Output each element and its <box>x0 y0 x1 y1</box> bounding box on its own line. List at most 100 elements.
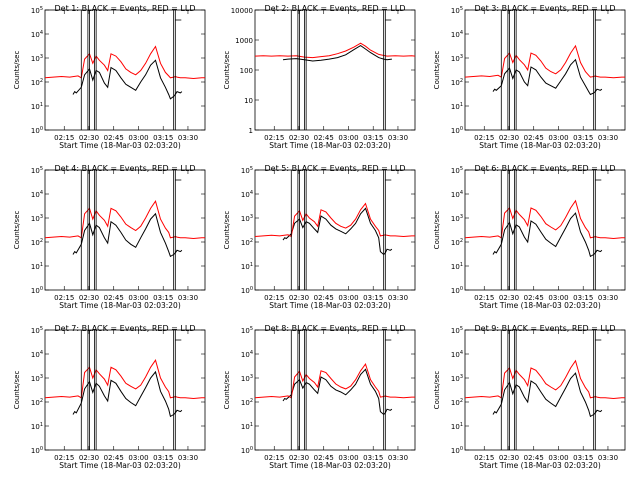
x-tick-label: 03:00 <box>338 134 358 142</box>
x-tick-label: 02:30 <box>289 134 309 142</box>
y-tick-label: 102 <box>451 398 463 407</box>
x-tick-label: 03:00 <box>338 454 358 462</box>
x-tick-label: 02:45 <box>314 294 334 302</box>
panel-det-2: 1 10 100 1000 10000 02:15 02:30 02:45 03:00 03:15… <box>223 4 416 150</box>
y-tick-label: 102 <box>31 78 43 87</box>
x-tick-label: 03:15 <box>363 294 383 302</box>
y-tick-label: 101 <box>31 262 43 271</box>
x-axis-label: Start Time (18-Mar-03 02:03:20) <box>59 141 181 150</box>
panel-title: Det 5: BLACK = Events, RED = LLD <box>265 164 406 173</box>
y-tick-label: 104 <box>451 190 463 199</box>
y-axis-label: Counts/sec <box>433 51 441 90</box>
panel-title: Det 3: BLACK = Events, RED = LLD <box>475 4 616 13</box>
y-tick-label: 105 <box>31 6 43 15</box>
series-lld <box>464 199 625 240</box>
y-tick-label: 104 <box>241 350 253 359</box>
panel-title: Det 1: BLACK = Events, RED = LLD <box>55 4 196 13</box>
x-tick-label: 02:15 <box>54 454 74 462</box>
y-tick-label: 100 <box>31 286 43 295</box>
series-lld <box>464 359 625 400</box>
y-tick-label: 100 <box>31 446 43 455</box>
series-events <box>282 207 393 256</box>
x-tick-label: 02:30 <box>499 294 519 302</box>
x-axis-label: Start Time (18-Mar-03 02:03:20) <box>269 141 391 150</box>
panel-det-9: 100 101 102 103 104 105 02:15 02:30 02:45 03:00 03… <box>433 324 626 470</box>
y-tick-label: 102 <box>31 398 43 407</box>
y-tick-label: 105 <box>31 326 43 335</box>
plot-frame <box>464 169 626 291</box>
x-tick-label: 02:45 <box>104 454 124 462</box>
x-tick-label: 03:00 <box>548 454 568 462</box>
y-tick-label: 100 <box>31 126 43 135</box>
plot-frame <box>464 329 626 451</box>
y-tick-label: 102 <box>241 238 253 247</box>
series-events <box>72 212 183 258</box>
x-axis-label: Start Time (18-Mar-03 02:03:20) <box>59 461 181 470</box>
y-tick-label: 104 <box>241 190 253 199</box>
panel-title: Det 2: BLACK = Events, RED = LLD <box>265 4 406 13</box>
plot-frame <box>254 169 416 291</box>
y-tick-label: 105 <box>451 166 463 175</box>
panel-title: Det 8: BLACK = Events, RED = LLD <box>265 324 406 333</box>
x-tick-label: 03:30 <box>598 294 618 302</box>
x-tick-label: 03:15 <box>153 294 173 302</box>
x-tick-label: 02:45 <box>524 134 544 142</box>
panel-title: Det 9: BLACK = Events, RED = LLD <box>475 324 616 333</box>
y-tick-label: 102 <box>31 238 43 247</box>
plot-frame <box>464 9 626 131</box>
x-tick-label: 02:30 <box>289 454 309 462</box>
panel-det-6: 100 101 102 103 104 105 02:15 02:30 02:45 03:00 03… <box>433 164 626 310</box>
y-tick-label: 104 <box>451 30 463 39</box>
y-tick-label: 101 <box>241 262 253 271</box>
y-tick-label: 101 <box>241 422 253 431</box>
x-tick-label: 02:15 <box>474 134 494 142</box>
y-tick-label: 103 <box>31 214 43 223</box>
x-tick-label: 02:15 <box>264 454 284 462</box>
x-tick-label: 03:30 <box>178 294 198 302</box>
x-tick-label: 02:45 <box>524 294 544 302</box>
x-tick-label: 02:30 <box>499 134 519 142</box>
y-tick-label: 103 <box>241 214 253 223</box>
panel-det-8: 100 101 102 103 104 105 02:15 02:30 02:45 03:00 03… <box>223 324 416 470</box>
y-tick-label: 1000 <box>235 37 253 45</box>
x-tick-label: 02:15 <box>474 454 494 462</box>
y-tick-label: 105 <box>451 326 463 335</box>
series-lld <box>254 42 416 59</box>
x-tick-label: 02:15 <box>54 134 74 142</box>
y-axis-label: Counts/sec <box>13 51 21 90</box>
x-axis-label: Start Time (18-Mar-03 02:03:20) <box>59 301 181 310</box>
x-axis-label: Start Time (18-Mar-03 02:03:20) <box>269 301 391 310</box>
series-events <box>492 212 603 258</box>
x-tick-label: 03:00 <box>128 134 148 142</box>
x-tick-label: 02:45 <box>104 294 124 302</box>
panel-det-3: 100 101 102 103 104 105 02:15 02:30 02:45 03:00 03… <box>433 4 626 150</box>
y-tick-label: 10 <box>244 97 253 105</box>
y-tick-label: 103 <box>451 374 463 383</box>
y-tick-label: 103 <box>31 374 43 383</box>
series-events <box>492 58 603 96</box>
panel-title: Det 4: BLACK = Events, RED = LLD <box>55 164 196 173</box>
y-tick-label: 105 <box>451 6 463 15</box>
x-tick-label: 03:15 <box>573 294 593 302</box>
y-tick-label: 104 <box>31 30 43 39</box>
y-tick-label: 104 <box>451 350 463 359</box>
y-tick-label: 100 <box>451 126 463 135</box>
plot-frame <box>254 329 416 451</box>
x-axis-label: Start Time (18-Mar-03 02:03:20) <box>269 461 391 470</box>
x-tick-label: 03:00 <box>548 294 568 302</box>
y-tick-label: 101 <box>451 422 463 431</box>
plot-frame <box>44 169 206 291</box>
x-tick-label: 03:15 <box>573 454 593 462</box>
y-tick-label: 10000 <box>231 7 253 15</box>
series-events <box>72 370 183 418</box>
x-tick-label: 03:00 <box>548 134 568 142</box>
y-tick-label: 100 <box>241 286 253 295</box>
x-tick-label: 02:45 <box>104 134 124 142</box>
x-tick-label: 02:30 <box>79 134 99 142</box>
series-events <box>72 59 183 100</box>
x-tick-label: 03:30 <box>178 454 198 462</box>
y-tick-label: 100 <box>240 67 253 75</box>
x-tick-label: 03:00 <box>338 294 358 302</box>
y-tick-label: 102 <box>451 238 463 247</box>
